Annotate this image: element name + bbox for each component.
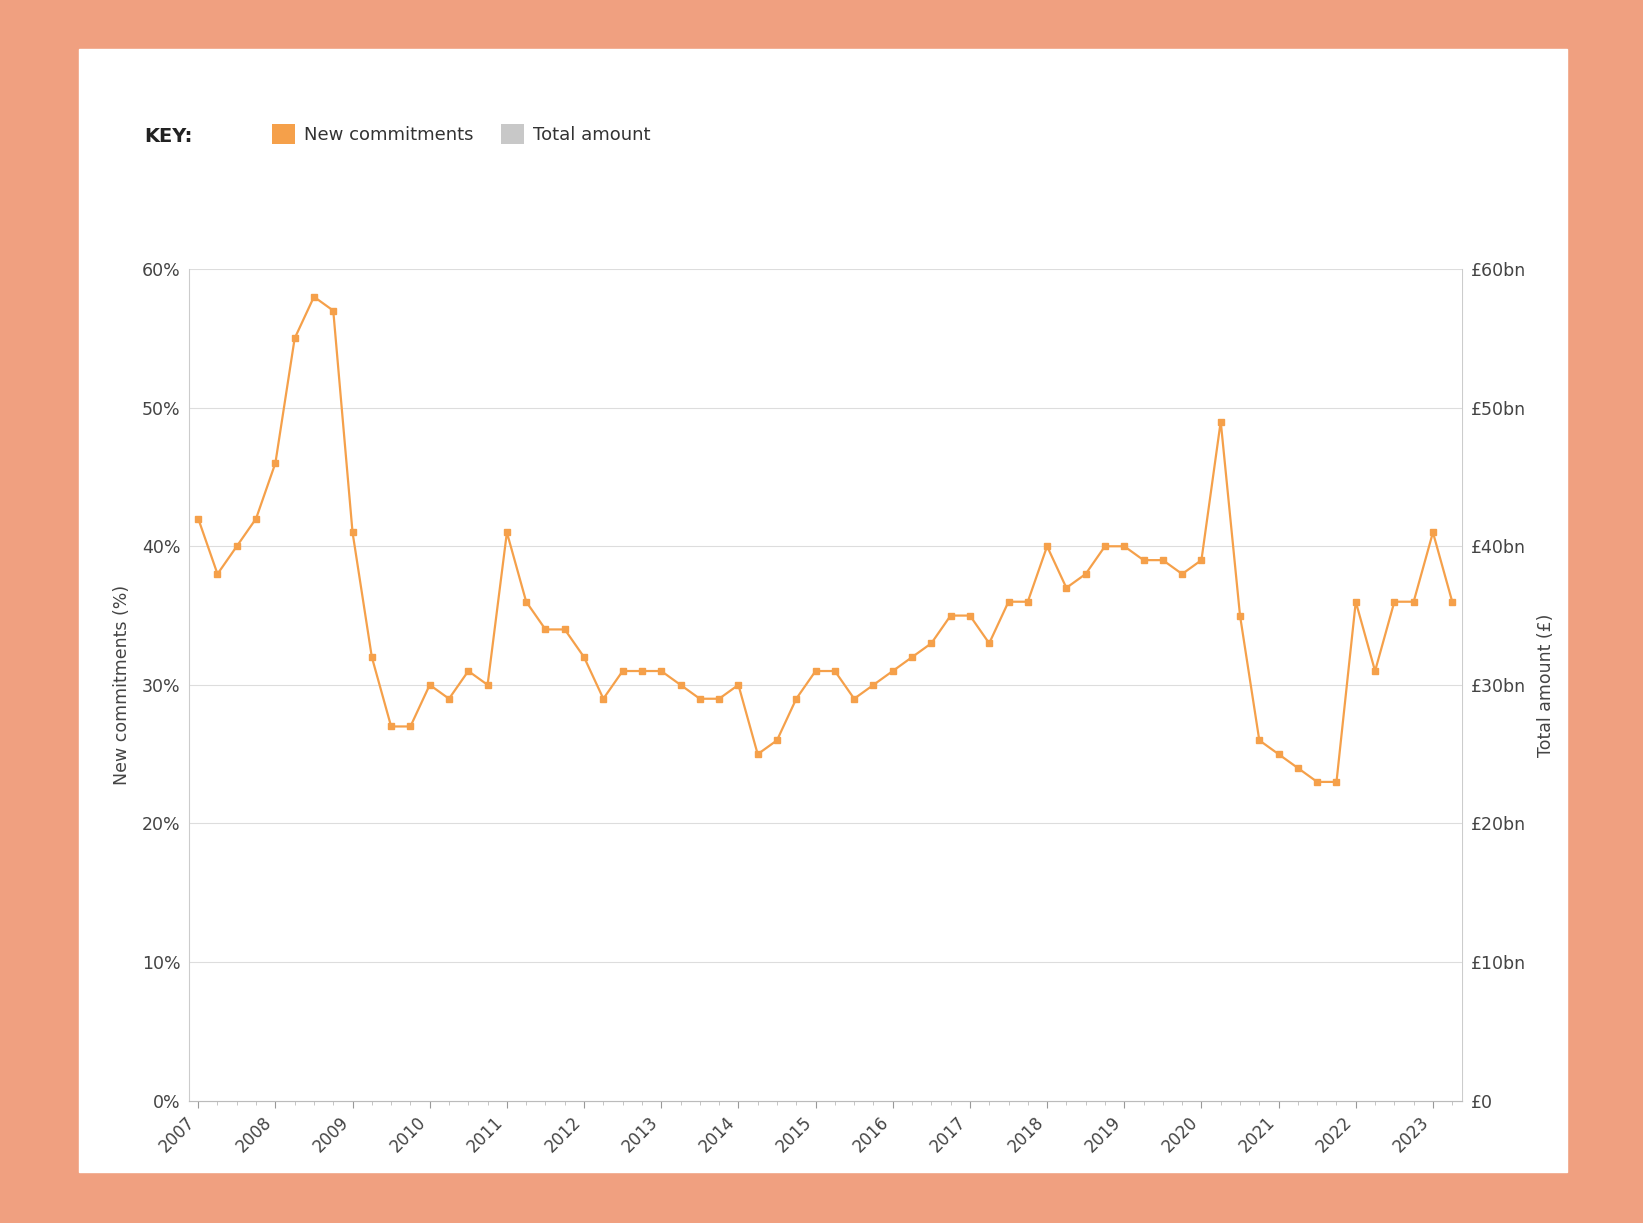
Y-axis label: Total amount (£): Total amount (£) xyxy=(1536,613,1554,757)
Legend: New commitments, Total amount: New commitments, Total amount xyxy=(271,124,651,144)
Y-axis label: New commitments (%): New commitments (%) xyxy=(113,585,131,785)
Text: KEY:: KEY: xyxy=(145,127,192,147)
